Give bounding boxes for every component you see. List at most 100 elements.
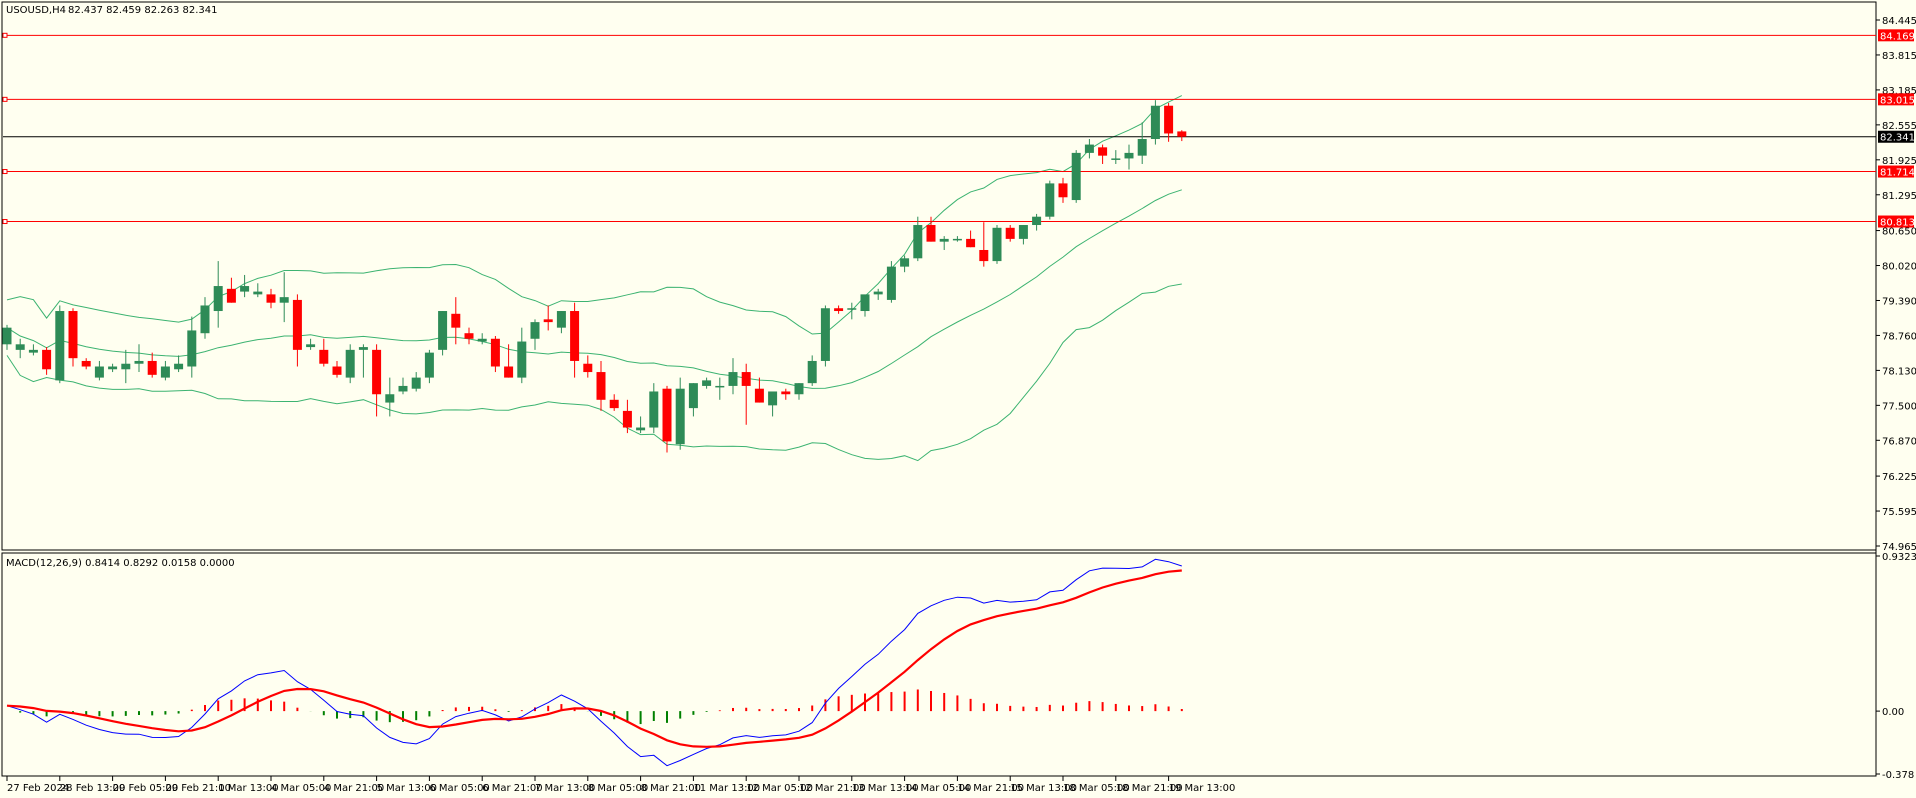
candle — [1177, 130, 1187, 142]
candle — [438, 311, 448, 356]
candle-body — [490, 338, 500, 367]
candle-body — [424, 352, 434, 378]
price-axis-label: 83.815 — [1882, 51, 1916, 62]
candle-body — [55, 311, 65, 381]
candle-body — [1098, 147, 1108, 156]
time-axis-label: 18 Mar 05:00 — [1063, 783, 1130, 794]
candle — [464, 327, 474, 345]
candle-body — [688, 383, 698, 409]
time-axis-label: 4 Mar 21:00 — [324, 783, 384, 794]
candle-body — [939, 238, 949, 242]
candle — [556, 311, 566, 334]
candle — [913, 216, 923, 262]
symbol-title: USOUSD,H4 — [6, 5, 66, 16]
candle-body — [358, 347, 368, 350]
candle — [68, 308, 78, 367]
macd-pane[interactable] — [1, 552, 1877, 777]
price-pane[interactable] — [1, 1, 1877, 551]
time-axis-label: 29 Feb 05:00 — [113, 783, 179, 794]
candle-body — [715, 385, 725, 388]
candle — [490, 335, 500, 373]
candle-body — [636, 427, 646, 431]
candle-body — [913, 225, 923, 259]
macd-line — [6, 558, 1182, 767]
time-axis-label: 12 Mar 21:00 — [799, 783, 866, 794]
candle-body — [306, 344, 316, 348]
candle-body — [662, 388, 672, 442]
candle-body — [807, 360, 817, 384]
price-axis-label: 81.295 — [1882, 191, 1916, 202]
price-axis-label: 78.130 — [1882, 366, 1916, 377]
candle-body — [213, 286, 223, 312]
candle-body — [81, 360, 91, 367]
price-axis-label: 83.185 — [1882, 86, 1916, 97]
candle — [345, 344, 355, 384]
candle — [411, 372, 421, 392]
time-axis-label: 7 Mar 13:00 — [535, 783, 595, 794]
time-axis-label: 5 Mar 13:00 — [377, 783, 437, 794]
candle-body — [200, 305, 210, 334]
bollinger-upper-band — [6, 95, 1183, 335]
candle — [939, 236, 949, 250]
candle — [504, 344, 514, 378]
candle — [517, 327, 527, 384]
level-price-label: 80.813 — [1880, 218, 1915, 229]
candle — [966, 230, 976, 248]
candle — [1045, 180, 1055, 220]
price-axis-label: 74.965 — [1882, 542, 1916, 553]
axis-layer: 84.445 83.815 83.185 82.555 81.925 81.295 80.6… — [6, 16, 1916, 794]
candle-body — [147, 360, 157, 375]
candle — [662, 385, 672, 453]
candle-body — [1005, 227, 1015, 239]
candle — [187, 316, 197, 378]
time-axis-label: 19 Mar 13:00 — [1169, 783, 1236, 794]
candle — [253, 283, 263, 298]
price-axis-label: 78.760 — [1882, 331, 1916, 342]
candle — [609, 394, 619, 411]
candle-body — [266, 294, 276, 303]
candle — [306, 338, 316, 350]
candle — [926, 216, 936, 242]
candle-body — [517, 341, 527, 378]
candle-body — [556, 311, 566, 328]
macd-axis-label: 0.00 — [1882, 707, 1904, 718]
price-layer — [2, 32, 1876, 462]
candle — [570, 302, 580, 378]
candle — [900, 255, 910, 273]
current-price-tag — [1878, 130, 1914, 143]
time-axis-label: 28 Feb 13:00 — [60, 783, 126, 794]
candle-body — [1045, 183, 1055, 217]
candle — [424, 349, 434, 384]
candle-body — [649, 391, 659, 428]
candle-body — [583, 363, 593, 373]
macd-axis-label: -0.378 — [1882, 770, 1914, 781]
candle — [688, 383, 698, 417]
candle-body — [820, 308, 830, 361]
candle-body — [847, 308, 857, 310]
time-axis-label: 13 Mar 13:00 — [852, 783, 919, 794]
candle — [543, 305, 553, 331]
candle — [847, 302, 857, 320]
time-axis-label: 8 Mar 05:00 — [588, 783, 648, 794]
candle — [477, 333, 487, 345]
price-axis-label: 81.925 — [1882, 156, 1916, 167]
candle — [702, 377, 712, 389]
candle — [174, 355, 184, 373]
level-price-label: 84.169 — [1880, 31, 1915, 42]
candle — [741, 363, 751, 425]
candle-body — [1018, 225, 1028, 239]
level-price-tag — [1878, 165, 1914, 178]
candle — [1111, 150, 1121, 164]
candle-body — [292, 299, 302, 350]
candle-body — [1164, 105, 1174, 134]
time-axis-label: 27 Feb 2024 — [7, 783, 69, 794]
level-anchor-handle — [2, 219, 8, 225]
candle — [398, 377, 408, 395]
candle — [1124, 144, 1134, 170]
candle-body — [728, 372, 738, 386]
candle — [358, 344, 368, 378]
candle — [728, 358, 738, 395]
candle — [1071, 150, 1081, 203]
